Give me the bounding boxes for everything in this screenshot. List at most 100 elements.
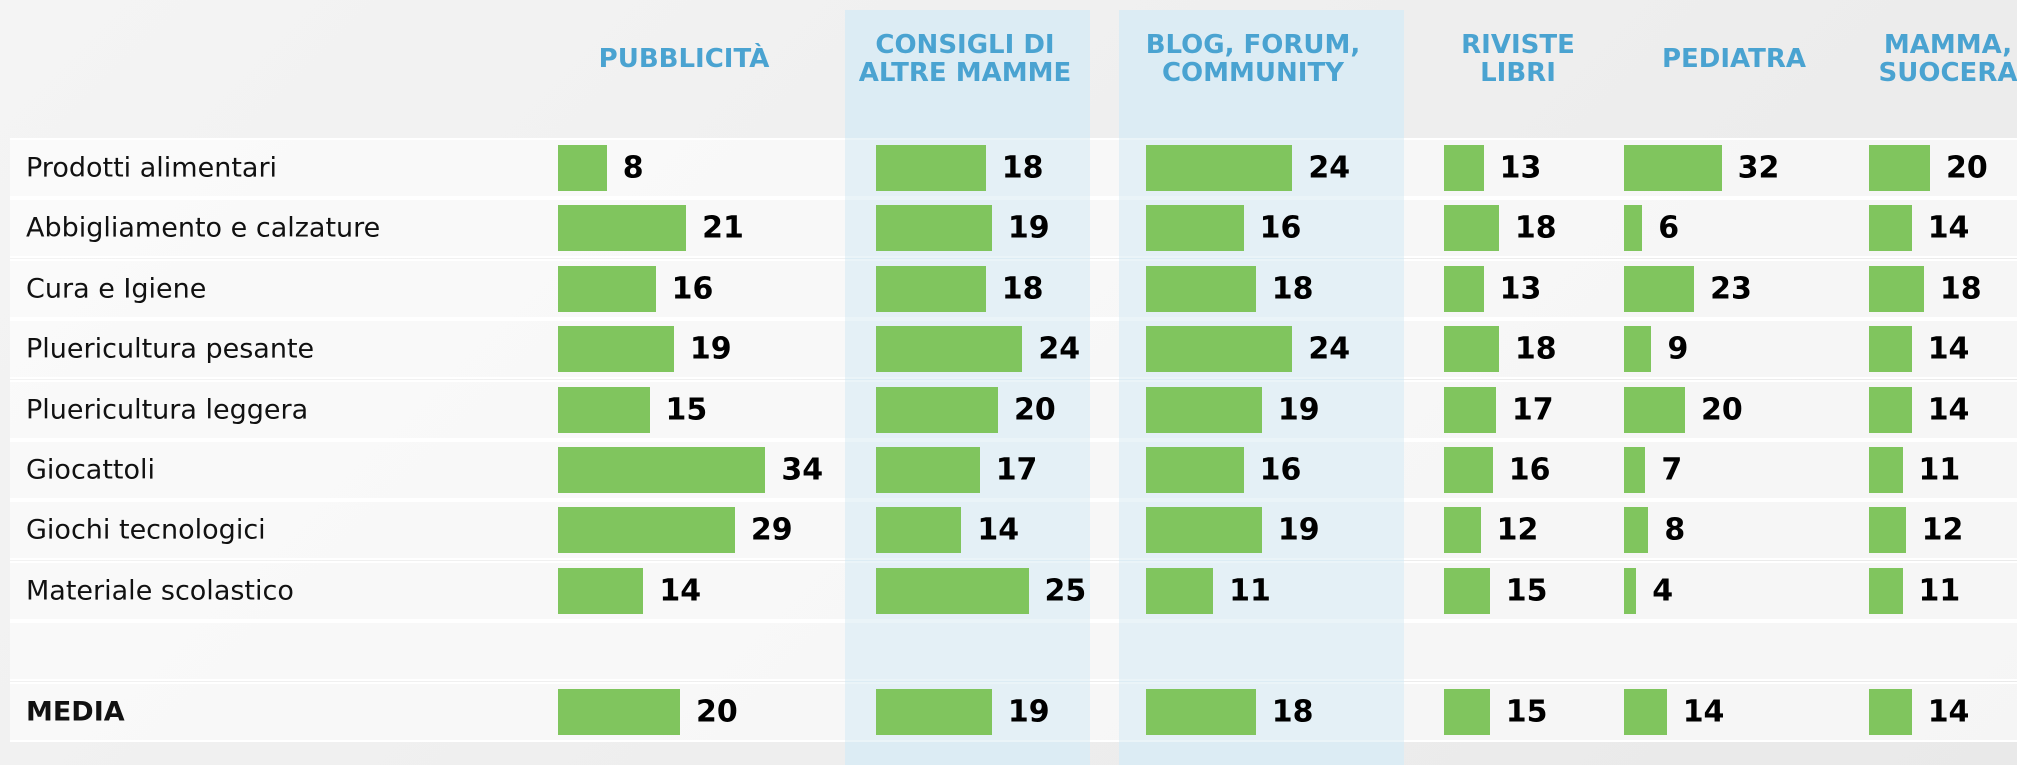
bar <box>1869 266 1924 312</box>
value-label: 11 <box>1919 453 1961 488</box>
value-label: 16 <box>672 271 714 306</box>
category-label: Pluericultura pesante <box>26 334 314 365</box>
bar <box>876 145 986 191</box>
value-label: 14 <box>1928 392 1970 427</box>
bar <box>1146 205 1244 251</box>
column-header: PUBBLICITÀ <box>564 45 804 73</box>
bar <box>876 447 980 493</box>
value-label: 11 <box>1919 573 1961 608</box>
value-label: 25 <box>1045 573 1087 608</box>
value-label: 24 <box>1308 151 1350 186</box>
bar <box>1444 205 1499 251</box>
page: Prodotti alimentari Abbigliamento e calza… <box>0 0 2017 765</box>
bar <box>558 326 674 372</box>
value-label: 18 <box>1272 694 1314 729</box>
bar <box>558 387 650 433</box>
bar <box>876 689 992 735</box>
column-header: MAMMA, SUOCERA <box>1828 31 2017 87</box>
value-label: 17 <box>996 453 1038 488</box>
value-label: 19 <box>690 332 732 367</box>
bar <box>1869 387 1912 433</box>
value-label: 9 <box>1667 332 1688 367</box>
value-label: 12 <box>1497 513 1539 548</box>
value-label: 16 <box>1260 453 1302 488</box>
value-label: 34 <box>781 453 823 488</box>
bar <box>1444 387 1496 433</box>
bar <box>876 507 961 553</box>
bar <box>1624 387 1685 433</box>
value-label: 19 <box>1008 211 1050 246</box>
bar <box>1624 568 1636 614</box>
value-label: 20 <box>1014 392 1056 427</box>
bar <box>1869 145 1930 191</box>
bar <box>1444 507 1481 553</box>
value-label: 29 <box>751 513 793 548</box>
bar <box>1869 568 1903 614</box>
bar <box>558 266 656 312</box>
category-label: Materiale scolastico <box>26 575 294 606</box>
value-label: 19 <box>1278 392 1320 427</box>
value-label: 18 <box>1515 332 1557 367</box>
value-label: 13 <box>1500 151 1542 186</box>
value-label: 16 <box>1260 211 1302 246</box>
value-label: 20 <box>1946 151 1988 186</box>
category-label: Cura e Igiene <box>26 273 206 304</box>
value-label: 11 <box>1229 573 1271 608</box>
value-label: 23 <box>1710 271 1752 306</box>
bar <box>1444 568 1490 614</box>
bar <box>558 205 686 251</box>
category-label: Giochi tecnologici <box>26 515 266 546</box>
value-label: 20 <box>696 694 738 729</box>
column-header: PEDIATRA <box>1614 45 1854 73</box>
value-label: 24 <box>1038 332 1080 367</box>
value-label: 14 <box>1928 211 1970 246</box>
category-label: Prodotti alimentari <box>26 153 277 184</box>
bar <box>558 447 765 493</box>
bar <box>1146 145 1292 191</box>
value-label: 8 <box>623 151 644 186</box>
bar <box>558 568 643 614</box>
value-label: 17 <box>1512 392 1554 427</box>
value-label: 14 <box>659 573 701 608</box>
bar <box>558 145 607 191</box>
bar <box>1444 447 1493 493</box>
column-header: CONSIGLI DI ALTRE MAMME <box>845 31 1085 87</box>
bar <box>1869 205 1912 251</box>
bar <box>1444 326 1499 372</box>
value-label: 14 <box>1683 694 1725 729</box>
bar <box>1146 266 1256 312</box>
value-label: 18 <box>1272 271 1314 306</box>
bar <box>1624 266 1694 312</box>
bar <box>1146 507 1262 553</box>
value-label: 24 <box>1308 332 1350 367</box>
bar <box>1624 205 1642 251</box>
value-label: 18 <box>1940 271 1982 306</box>
bar <box>1624 145 1722 191</box>
bar <box>1444 266 1484 312</box>
category-label: MEDIA <box>26 696 125 727</box>
bar <box>1869 447 1903 493</box>
value-label: 15 <box>1506 573 1548 608</box>
value-label: 15 <box>1506 694 1548 729</box>
bar <box>1444 145 1484 191</box>
value-label: 19 <box>1278 513 1320 548</box>
bar <box>1444 689 1490 735</box>
bar <box>1869 326 1912 372</box>
value-label: 16 <box>1509 453 1551 488</box>
bar <box>1146 387 1262 433</box>
value-label: 21 <box>702 211 744 246</box>
bar <box>1146 326 1292 372</box>
bar <box>1624 689 1667 735</box>
value-label: 7 <box>1661 453 1682 488</box>
bar <box>558 507 735 553</box>
bar <box>1869 689 1912 735</box>
category-label: Abbigliamento e calzature <box>26 213 380 244</box>
bar <box>876 205 992 251</box>
value-label: 18 <box>1002 271 1044 306</box>
value-label: 13 <box>1500 271 1542 306</box>
column-header: BLOG, FORUM, COMMUNITY <box>1133 31 1373 87</box>
bar <box>1624 326 1651 372</box>
bar <box>1869 507 1906 553</box>
value-label: 19 <box>1008 694 1050 729</box>
value-label: 12 <box>1922 513 1964 548</box>
